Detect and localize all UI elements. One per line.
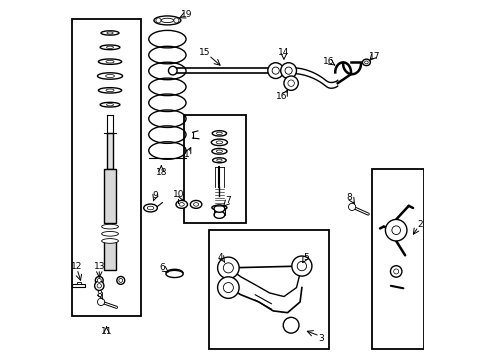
Circle shape <box>389 266 401 277</box>
Bar <box>77 282 81 284</box>
Circle shape <box>291 256 311 276</box>
Circle shape <box>174 18 179 23</box>
Ellipse shape <box>216 132 222 135</box>
Circle shape <box>223 283 233 293</box>
Ellipse shape <box>102 224 118 229</box>
Ellipse shape <box>107 32 113 34</box>
Text: 11: 11 <box>101 327 112 336</box>
Ellipse shape <box>97 73 122 79</box>
Bar <box>107 134 113 169</box>
Bar <box>103 169 116 223</box>
Ellipse shape <box>106 89 114 92</box>
Circle shape <box>217 257 239 279</box>
Ellipse shape <box>165 270 183 278</box>
Ellipse shape <box>193 203 198 206</box>
Ellipse shape <box>98 87 122 93</box>
Text: 3: 3 <box>318 334 324 343</box>
Text: 17: 17 <box>368 52 380 61</box>
Circle shape <box>391 226 400 234</box>
Ellipse shape <box>214 205 224 212</box>
Ellipse shape <box>106 60 114 63</box>
Text: 2: 2 <box>417 220 422 229</box>
Ellipse shape <box>161 18 173 23</box>
Ellipse shape <box>216 141 222 144</box>
Circle shape <box>283 318 298 333</box>
Circle shape <box>271 67 279 74</box>
Ellipse shape <box>101 31 119 35</box>
Circle shape <box>285 67 292 74</box>
Text: 19: 19 <box>181 10 192 19</box>
Ellipse shape <box>190 201 202 208</box>
Ellipse shape <box>211 205 226 210</box>
Ellipse shape <box>98 59 122 64</box>
Text: 7: 7 <box>225 196 231 205</box>
Circle shape <box>97 298 104 306</box>
Bar <box>72 284 85 287</box>
Text: 1: 1 <box>183 150 189 159</box>
Circle shape <box>223 263 233 273</box>
Ellipse shape <box>216 159 222 161</box>
Bar <box>183 116 246 223</box>
Text: 9: 9 <box>152 190 158 199</box>
Circle shape <box>393 269 398 274</box>
Ellipse shape <box>100 45 120 50</box>
Circle shape <box>95 276 103 284</box>
Ellipse shape <box>211 148 226 154</box>
Text: 6: 6 <box>159 264 164 273</box>
Text: 16: 16 <box>323 57 334 66</box>
Ellipse shape <box>362 59 369 66</box>
Ellipse shape <box>143 204 157 212</box>
Circle shape <box>297 261 306 271</box>
Circle shape <box>94 281 104 291</box>
Ellipse shape <box>100 102 120 107</box>
Circle shape <box>168 66 177 75</box>
Ellipse shape <box>211 139 227 145</box>
Ellipse shape <box>147 206 153 210</box>
Text: 10: 10 <box>172 190 184 199</box>
Ellipse shape <box>214 211 224 219</box>
Ellipse shape <box>154 16 181 25</box>
Text: 18: 18 <box>155 168 167 177</box>
Circle shape <box>119 278 122 282</box>
Bar <box>103 241 116 270</box>
Circle shape <box>284 76 298 90</box>
Bar <box>208 230 328 348</box>
Ellipse shape <box>105 75 114 78</box>
Text: 4: 4 <box>217 253 223 262</box>
Text: 5: 5 <box>303 253 308 262</box>
Text: 15: 15 <box>199 48 210 57</box>
Bar <box>371 169 423 348</box>
Circle shape <box>348 203 355 211</box>
Text: 16: 16 <box>276 92 287 101</box>
Ellipse shape <box>364 61 367 64</box>
Text: 8: 8 <box>96 289 102 298</box>
Circle shape <box>267 63 283 78</box>
Ellipse shape <box>179 203 184 206</box>
Ellipse shape <box>176 201 187 208</box>
Bar <box>72 19 140 316</box>
Ellipse shape <box>212 131 226 136</box>
Text: 14: 14 <box>278 48 289 57</box>
Circle shape <box>287 80 294 86</box>
Ellipse shape <box>212 158 226 163</box>
Ellipse shape <box>106 104 113 106</box>
Text: 13: 13 <box>93 262 105 271</box>
Circle shape <box>117 276 124 284</box>
Circle shape <box>156 18 161 23</box>
Text: 12: 12 <box>71 262 82 271</box>
Circle shape <box>97 284 101 288</box>
Text: 8: 8 <box>346 193 352 202</box>
Circle shape <box>280 63 296 78</box>
Circle shape <box>217 277 239 298</box>
Ellipse shape <box>102 231 118 236</box>
Circle shape <box>97 278 101 282</box>
Ellipse shape <box>216 150 222 153</box>
Ellipse shape <box>102 239 118 243</box>
Ellipse shape <box>106 46 113 49</box>
Circle shape <box>385 220 406 241</box>
